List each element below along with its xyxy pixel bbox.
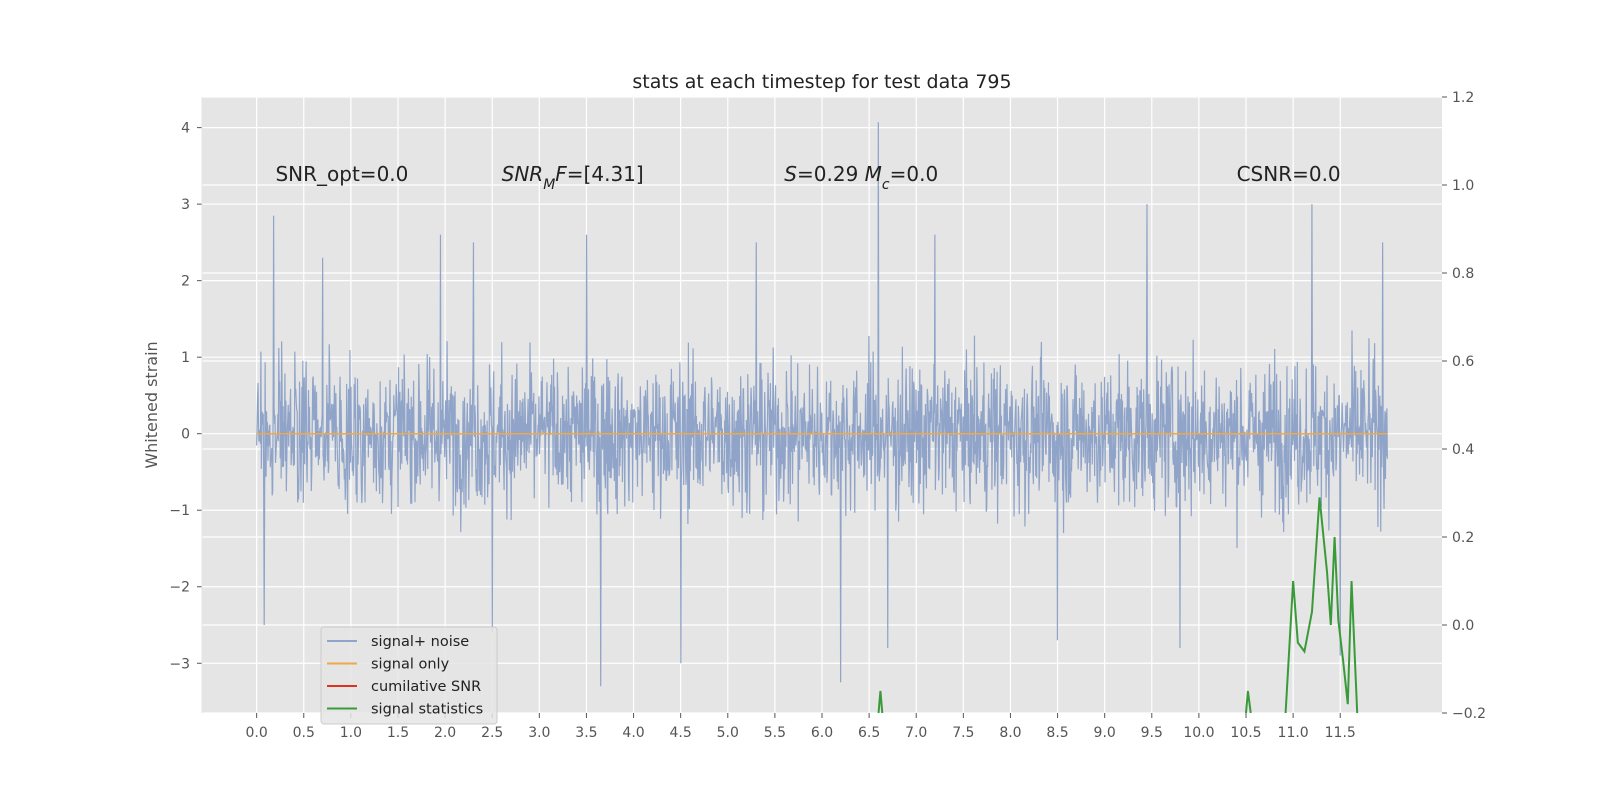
x-tick-label: 8.5 [1046,725,1068,741]
series-line-signal-statistics [1284,497,1359,713]
x-tick-label: 2.5 [481,725,503,741]
x-tick-label: 0.5 [293,725,315,741]
y-left-tick-label: −3 [169,656,190,672]
x-tick-label: 1.0 [340,725,362,741]
x-tick-label: 4.5 [670,725,692,741]
chart-title: stats at each timestep for test data 795 [632,71,1011,93]
annotation: S=0.29 Mc=0.0 [784,162,938,193]
y-left-tick-label: 0 [181,427,190,443]
series-line-signal-statistics [877,690,884,713]
y-right-tick-label: 0.0 [1452,618,1474,634]
x-tick-label: 11.5 [1325,725,1356,741]
x-tick-label: 5.0 [717,725,739,741]
x-tick-label: 0.0 [246,725,268,741]
legend-entry: cumilative SNR [371,679,481,695]
legend-entry: signal+ noise [371,634,469,650]
x-tick-label: 3.5 [575,725,597,741]
y-right-tick-label: 0.2 [1452,530,1474,546]
x-tick-label: 11.0 [1278,725,1309,741]
x-tick-label: 1.5 [387,725,409,741]
legend-box [320,626,498,725]
y-right-tick-label: 0.6 [1452,354,1474,370]
x-tick-label: 4.0 [622,725,644,741]
y-right-tick-label: 1.2 [1452,90,1474,106]
y-right-axis: −0.2 0.0 0.2 0.4 0.6 0.8 1.0 1.2 [1442,90,1486,722]
x-axis: 0.0 0.5 1.0 1.5 2.0 2.5 3.0 3.5 4.0 4.5 5.0 5.5 6.0 6… [246,713,1356,741]
legend: signal+ noise signal only cumilative SNR si… [320,626,498,725]
y-left-axis: −3 −2 −1 0 1 2 3 4 [169,97,203,713]
x-tick-label: 6.5 [858,725,880,741]
y-right-tick-label: 1.0 [1452,178,1474,194]
legend-entry: signal only [371,657,450,673]
x-tick-label: 7.5 [952,725,974,741]
x-tick-label: 5.5 [764,725,786,741]
y-left-tick-label: 3 [181,197,190,213]
x-tick-label: 9.0 [1094,725,1116,741]
x-tick-label: 10.0 [1183,725,1214,741]
y-axis-label: Whitened strain [142,341,161,468]
y-left-tick-label: −2 [169,580,190,596]
x-tick-label: 7.0 [905,725,927,741]
annotation: CSNR=0.0 [1237,162,1341,186]
annotation: SNRMF=[4.31] [502,162,644,193]
y-left-tick-label: 1 [181,350,190,366]
y-right-tick-label: 0.4 [1452,442,1474,458]
x-tick-label: 10.5 [1230,725,1261,741]
series-line-signal-statistics [1245,690,1252,713]
x-tick-label: 6.0 [811,725,833,741]
y-left-tick-label: 4 [181,121,190,137]
y-left-tick-label: 2 [181,274,190,290]
x-tick-label: 8.0 [999,725,1021,741]
y-right-tick-label: 0.8 [1452,266,1474,282]
series-layer [256,122,1388,713]
x-tick-label: 9.5 [1141,725,1163,741]
annotations: SNR_opt=0.0 SNRMF=[4.31] S=0.29 Mc=0.0 CSNR… [275,162,1340,193]
legend-entry: signal statistics [371,702,483,718]
y-right-tick-label: −0.2 [1452,706,1486,722]
series-line-signal-noise [256,122,1388,687]
annotation: SNR_opt=0.0 [275,162,408,186]
x-tick-label: 2.0 [434,725,456,741]
x-tick-label: 3.0 [528,725,550,741]
y-left-tick-label: −1 [169,503,190,519]
